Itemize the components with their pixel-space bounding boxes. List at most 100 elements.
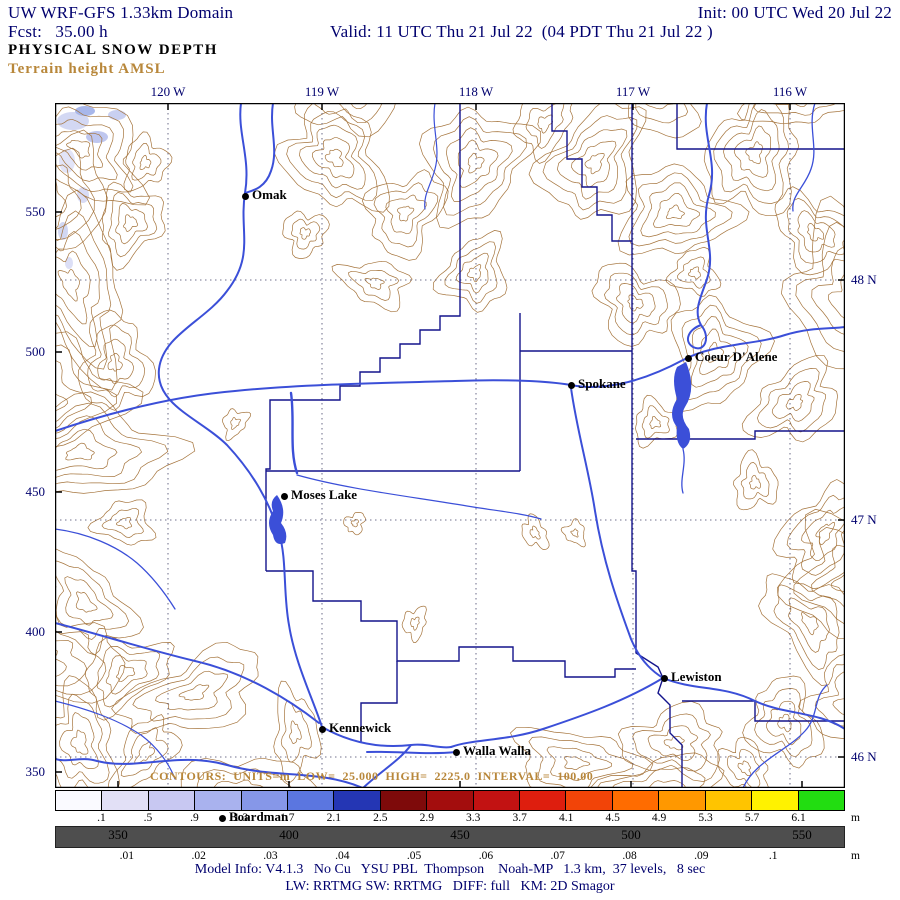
terrain-contour — [55, 129, 108, 255]
terrain-contour — [155, 670, 229, 711]
terrain-contour — [55, 118, 118, 182]
terrain-contour — [786, 494, 845, 576]
terrain-contour — [772, 479, 845, 589]
terrain-contour — [617, 163, 750, 256]
county-line — [360, 661, 398, 743]
terrain-contour — [65, 442, 95, 461]
graticule-layer — [55, 103, 845, 788]
terrain-contour — [343, 511, 367, 536]
colorbar-main-label: 4.1 — [558, 812, 574, 824]
colorbar-segment — [565, 791, 612, 810]
lake-coeur-dalene — [672, 362, 692, 449]
terrain-contour — [55, 359, 92, 430]
colorbar-main-label: .1 — [97, 812, 106, 824]
terrain-contour — [736, 103, 845, 125]
terrain-contour — [635, 103, 689, 124]
lon-label: 120 W — [150, 84, 186, 99]
colorbar-secondary-label: .01 — [119, 850, 134, 862]
row-label: 550 — [25, 204, 46, 219]
terrain-contour — [777, 713, 792, 733]
terrain-contour — [282, 210, 330, 259]
city-label-moses-lake: Moses Lake — [291, 487, 358, 502]
terrain-contour — [591, 262, 681, 347]
terrain-contour — [786, 197, 845, 264]
terrain-contour — [628, 103, 702, 139]
terrain-contour — [107, 352, 123, 372]
county-line — [551, 103, 632, 242]
county-line — [636, 430, 845, 440]
river-tributary — [55, 528, 176, 610]
terrain-contour — [781, 195, 845, 370]
terrain-contour — [55, 210, 112, 370]
terrain-contour — [55, 560, 130, 640]
lat-label: 46 N — [851, 749, 877, 764]
terrain-contour — [521, 513, 550, 550]
colorbar-segment — [472, 791, 520, 810]
contour-info-text: CONTOURS: UNITS=m LOW= 25.000 HIGH= 2225… — [150, 769, 594, 783]
terrain-contour — [713, 103, 789, 204]
river-snake — [662, 677, 845, 730]
colorbar-segment — [704, 791, 752, 810]
river-palouse — [570, 387, 664, 679]
lon-label: 119 W — [304, 84, 340, 99]
terrain-contour — [647, 725, 699, 761]
terrain-contour — [70, 729, 89, 755]
colorbar-main-label: 2.1 — [326, 812, 341, 824]
terrain-contour — [537, 114, 554, 134]
colorbar-main-label: 1.7 — [280, 812, 295, 824]
terrain-contours-layer — [55, 103, 845, 788]
terrain-contour — [584, 153, 605, 175]
colorbar-main-label: 5.7 — [744, 812, 760, 824]
city-label-coeur-d-alene: Coeur D'Alene — [695, 349, 778, 364]
terrain-contour — [652, 193, 700, 229]
colorbar-segment — [287, 791, 334, 810]
terrain-contour — [55, 103, 150, 206]
river-tributary — [55, 700, 176, 780]
snow-patch — [59, 149, 75, 173]
terrain-contour — [123, 214, 139, 232]
terrain-contour — [131, 143, 162, 181]
colorbar-main-label: 4.9 — [651, 812, 667, 824]
terrain-contour — [55, 613, 126, 704]
terrain-contour — [666, 246, 722, 297]
lat-label: 48 N — [851, 272, 877, 287]
county-line — [266, 570, 636, 678]
colorbar-segment — [379, 791, 427, 810]
terrain-contour — [807, 222, 824, 242]
terrain-contour — [815, 522, 836, 546]
river-okanogan — [244, 103, 276, 194]
terrain-contour — [795, 221, 845, 353]
terrain-contour — [397, 205, 415, 222]
terrain-contour — [55, 628, 107, 696]
colorbar-secondary-label: .05 — [406, 850, 422, 862]
colorbar-secondary-label: .02 — [191, 850, 206, 862]
terrain-contour — [75, 591, 98, 613]
colorbar-secondary-label: .04 — [335, 850, 350, 862]
colorbar-segment — [519, 791, 566, 810]
snow-patch — [108, 110, 126, 120]
colorbar-segment — [240, 791, 288, 810]
terrain-contour — [101, 181, 166, 271]
terrain-contour — [134, 741, 155, 764]
rivers-layer — [55, 103, 845, 788]
terrain-contour — [55, 164, 82, 230]
city-marker-walla-walla — [453, 749, 460, 756]
row-label: 400 — [25, 624, 46, 639]
terrain-contour — [467, 152, 485, 174]
colorbar-segment — [751, 791, 798, 810]
colorbar-segment — [658, 791, 705, 810]
terrain-contour — [77, 309, 156, 411]
terrain-contour — [273, 103, 390, 213]
terrain-contour — [178, 684, 210, 701]
terrain-contour — [699, 328, 736, 376]
terrain-contour — [556, 128, 628, 200]
city-label-kennewick: Kennewick — [329, 720, 392, 735]
lon-label: 118 W — [458, 84, 494, 99]
terrain-contour — [101, 507, 144, 538]
river-meander — [55, 758, 364, 788]
terrain-contour — [733, 125, 772, 178]
terrain-contour — [294, 103, 396, 138]
terrain-contour — [347, 270, 400, 301]
terrain-contour — [832, 690, 845, 716]
lon-label: 117 W — [615, 84, 651, 99]
